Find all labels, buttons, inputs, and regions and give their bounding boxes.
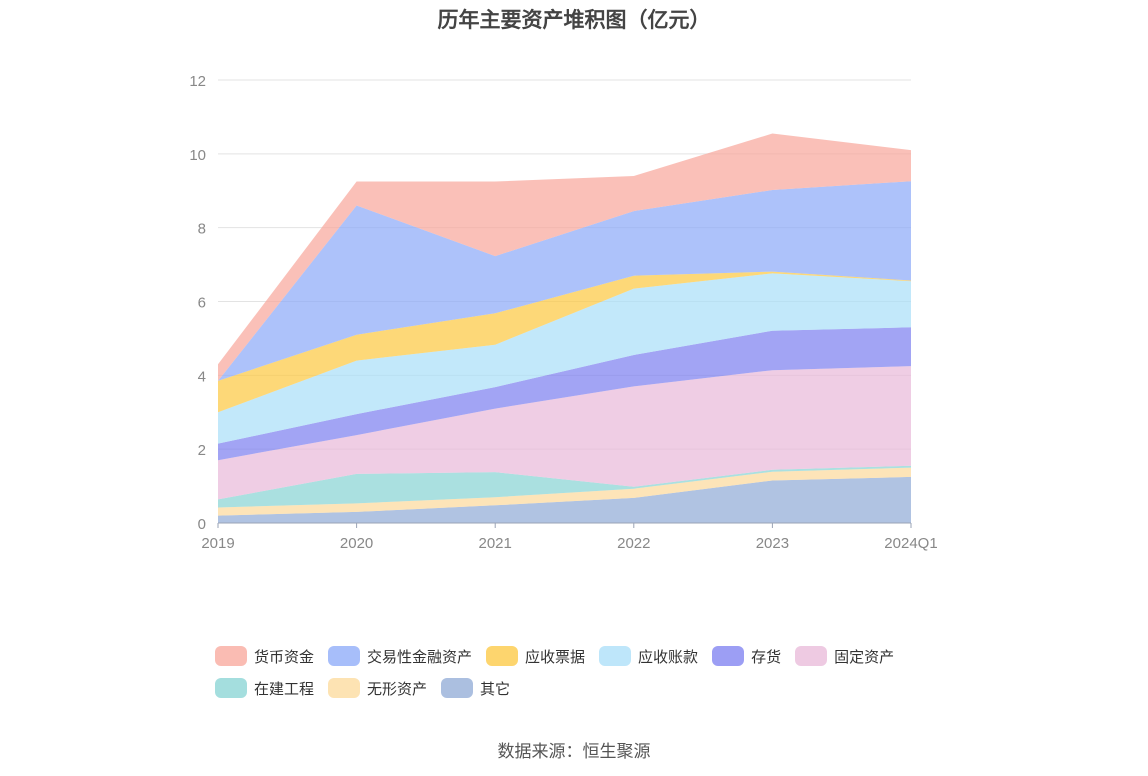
- legend-swatch: [441, 678, 474, 698]
- legend-label: 应收票据: [525, 647, 586, 666]
- area-在建工程: [218, 465, 911, 508]
- legend-label: 应收账款: [638, 647, 699, 666]
- legend-swatch: [712, 646, 745, 666]
- chart-title: 历年主要资产堆积图（亿元）: [437, 8, 711, 32]
- area-固定资产: [218, 366, 911, 500]
- y-tick-label: 8: [198, 221, 206, 238]
- legend-swatch: [599, 646, 632, 666]
- legend-label: 存货: [751, 647, 782, 666]
- area-交易性金融资产: [218, 181, 911, 381]
- area-存货: [218, 327, 911, 461]
- legend-swatch: [215, 646, 247, 666]
- legend-swatch: [795, 646, 828, 666]
- y-tick-label: 0: [198, 516, 206, 533]
- legend-item[interactable]: 无形资产: [328, 678, 427, 699]
- legend-swatch: [328, 646, 361, 666]
- area-series: [218, 133, 911, 523]
- area-其它: [218, 476, 911, 523]
- area-货币资金: [218, 133, 911, 381]
- legend-swatch: [328, 678, 361, 698]
- legend-label: 货币资金: [254, 647, 315, 666]
- legend-swatch: [215, 678, 247, 698]
- legend-item[interactable]: 交易性金融资产: [328, 646, 472, 667]
- legend: 货币资金 交易性金融资产 应收票据 应收账款 存货 固定资产在建工程 无形资产 其它: [215, 640, 975, 704]
- legend-label: 其它: [480, 679, 511, 698]
- area-应收票据: [218, 271, 911, 413]
- legend-item[interactable]: 在建工程: [215, 678, 314, 699]
- x-tick-label: 2024Q1: [884, 535, 937, 552]
- x-tick-label: 2023: [756, 535, 789, 552]
- legend-label: 在建工程: [254, 679, 315, 698]
- legend-row: 货币资金 交易性金融资产 应收票据 应收账款 存货 固定资产: [215, 640, 975, 672]
- area-无形资产: [218, 467, 911, 516]
- legend-item[interactable]: 其它: [441, 678, 510, 699]
- stacked-area-chart: 0 2 4 6 8 10 12 2019 2020 2021 2022 2023 2024Q1: [189, 73, 937, 552]
- legend-item[interactable]: 应收票据: [486, 646, 585, 667]
- legend-label: 固定资产: [834, 647, 895, 666]
- data-source: 数据来源：恒生聚源: [497, 742, 651, 762]
- x-tick-label: 2022: [617, 535, 650, 552]
- y-tick-label: 12: [189, 73, 206, 90]
- axes: 0 2 4 6 8 10 12 2019 2020 2021 2022 2023 2024Q1: [189, 73, 937, 552]
- legend-item[interactable]: 固定资产: [795, 646, 894, 667]
- legend-swatch: [486, 646, 519, 666]
- y-tick-label: 6: [198, 295, 206, 312]
- area-应收账款: [218, 273, 911, 444]
- legend-item[interactable]: 货币资金: [215, 646, 314, 667]
- y-tick-label: 2: [198, 442, 206, 459]
- legend-row: 在建工程 无形资产 其它: [215, 672, 975, 704]
- y-tick-label: 4: [198, 368, 206, 385]
- x-tick-label: 2019: [201, 535, 234, 552]
- legend-item[interactable]: 存货: [712, 646, 781, 667]
- legend-label: 无形资产: [367, 679, 428, 698]
- x-tick-label: 2020: [340, 535, 373, 552]
- y-tick-label: 10: [189, 147, 206, 164]
- legend-label: 交易性金融资产: [367, 647, 473, 666]
- legend-item[interactable]: 应收账款: [599, 646, 698, 667]
- x-tick-label: 2021: [479, 535, 512, 552]
